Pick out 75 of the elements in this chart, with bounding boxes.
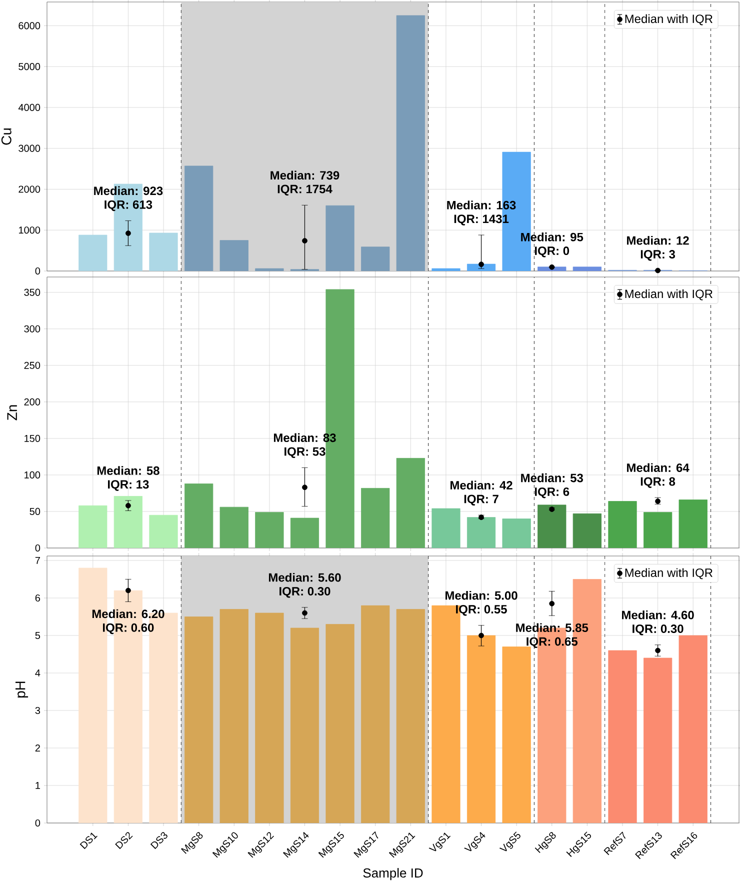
y-tick-label: 0: [35, 819, 40, 827]
annotation: IQR: 0: [535, 246, 570, 258]
y-tick-label: 100: [24, 471, 40, 478]
y-tick-label: 2000: [18, 186, 40, 193]
bar: [432, 508, 460, 548]
annotation: IQR: 53: [284, 447, 326, 458]
y-tick-label: 3000: [18, 144, 40, 152]
annotation: Median: 4.60: [622, 610, 694, 620]
x-axis-title: Sample ID: [363, 868, 423, 880]
y-tick-label: 5000: [18, 63, 40, 70]
annotation: IQR: 0.30: [632, 624, 684, 636]
bar: [502, 518, 531, 548]
bar: [678, 500, 708, 548]
y-tick-label: 4: [35, 670, 40, 676]
annotation: IQR: 0.30: [280, 587, 330, 598]
annotation: Median: 5.60: [268, 572, 341, 582]
legend-label: Median with IQR: [625, 568, 712, 580]
y-axis-title: pH: [16, 682, 28, 698]
bar: [114, 496, 143, 548]
y-tick-label: 5: [35, 632, 40, 639]
y-tick-label: 50: [30, 508, 40, 516]
y-tick-label: 3: [35, 706, 40, 714]
annotation: IQR: 6: [535, 487, 570, 498]
annotation: Median: 12: [627, 236, 689, 245]
annotation: Median: 42: [450, 480, 512, 490]
bar: [361, 488, 390, 548]
bar: [643, 658, 672, 823]
annotation: Median: 64: [627, 463, 690, 472]
annotation: IQR: 13: [108, 480, 149, 491]
annotation: IQR: 8: [640, 477, 676, 488]
annotation: IQR: 1754: [278, 184, 332, 196]
y-tick-label: 150: [24, 434, 40, 442]
bar: [502, 646, 531, 823]
y-tick-label: 2: [35, 744, 40, 752]
x-tick-label: DS1: [80, 832, 98, 850]
bar: [255, 612, 284, 823]
y-axis-title: Zn: [7, 405, 17, 420]
annotation: Median: 923: [94, 186, 163, 196]
y-tick-label: 0: [35, 544, 40, 552]
y-tick-label: 350: [24, 288, 40, 296]
y-tick-label: 7: [35, 557, 40, 564]
y-tick-label: 1: [36, 782, 40, 789]
y-tick-label: 6: [35, 594, 40, 602]
annotation: Median: 5.85: [516, 623, 588, 632]
annotation: Median: 58: [97, 466, 160, 475]
bar: [255, 268, 284, 271]
annotation: IQR: 3: [640, 250, 676, 261]
y-tick-label: 4000: [18, 104, 40, 111]
bar: [572, 266, 602, 271]
y-tick-label: 6000: [18, 22, 40, 30]
bar: [643, 512, 672, 548]
annotation: IQR: 0.60: [102, 623, 154, 634]
annotation: Median: 739: [270, 170, 340, 180]
legend-label: Median with IQR: [625, 289, 712, 300]
annotation: IQR: 0.65: [526, 637, 578, 648]
annotation: IQR: 7: [464, 494, 498, 506]
annotation: Median: 5.00: [446, 590, 518, 600]
y-tick-label: 200: [24, 398, 40, 406]
bar: [432, 268, 460, 271]
y-tick-label: 300: [24, 325, 40, 332]
legend-label: Median with IQR: [625, 14, 712, 26]
y-tick-label: 250: [24, 362, 40, 369]
bar: [466, 517, 496, 548]
bar: [361, 246, 390, 271]
annotation: Median: 53: [521, 473, 584, 482]
bar: [255, 512, 284, 548]
y-tick-label: 0: [35, 267, 40, 275]
bar: [290, 628, 320, 823]
bar: [78, 505, 108, 548]
annotation: Median: 6.20: [92, 609, 164, 618]
bar: [572, 513, 602, 548]
bar: [361, 605, 390, 823]
annotation: IQR: 613: [104, 200, 152, 212]
y-axis-title: Cu: [1, 128, 12, 145]
y-tick-label: 1000: [18, 226, 40, 234]
